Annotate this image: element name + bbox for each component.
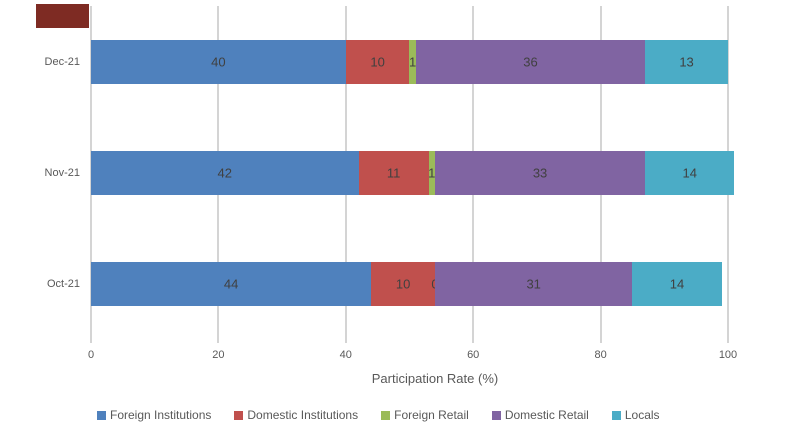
y-axis-label: Dec-21 xyxy=(44,55,80,68)
legend-label: Foreign Retail xyxy=(394,408,469,422)
y-axis-label: Oct-21 xyxy=(46,277,80,290)
bar-segment-locals: 14 xyxy=(645,150,735,195)
bar-segment-domestic-institutions: 11 xyxy=(358,150,429,195)
legend-label: Foreign Institutions xyxy=(110,408,212,422)
x-tick-label: 80 xyxy=(594,349,607,361)
x-tick-label: 60 xyxy=(467,349,480,361)
data-label: 44 xyxy=(223,276,239,291)
bar-segment-domestic-retail: 36 xyxy=(415,39,646,84)
data-label: 14 xyxy=(682,165,697,180)
legend-item-foreign-retail: Foreign Retail xyxy=(381,409,469,422)
data-label: 1 xyxy=(428,165,436,180)
bar-oct-21: 441003114 xyxy=(91,261,722,306)
legend-swatch-foreign-institutions xyxy=(97,411,106,420)
x-tick-label: 40 xyxy=(339,349,352,361)
data-label: 14 xyxy=(669,276,685,291)
data-label: 11 xyxy=(386,165,401,180)
legend-item-domestic-institutions: Domestic Institutions xyxy=(234,409,358,422)
bar-segment-domestic-institutions: 10 xyxy=(345,39,410,84)
legend: Foreign Institutions Domestic Institution… xyxy=(97,409,660,422)
bar-segment-foreign-retail: 1 xyxy=(428,150,436,195)
x-axis-title: Participation Rate (%) xyxy=(371,371,499,386)
bar-segment-foreign-institutions: 42 xyxy=(91,150,359,195)
legend-item-domestic-retail: Domestic Retail xyxy=(491,408,589,422)
data-label: 42 xyxy=(217,165,232,180)
legend-swatch-foreign-retail xyxy=(381,411,391,420)
bar-segment-locals: 13 xyxy=(645,39,728,84)
data-label: 1 xyxy=(409,54,417,69)
data-label: 31 xyxy=(526,276,541,291)
x-tick-label: 0 xyxy=(87,349,95,361)
bar-segment-foreign-retail: 1 xyxy=(409,39,417,84)
data-label: 10 xyxy=(395,276,411,291)
data-label: 13 xyxy=(679,54,694,69)
bar-segment-domestic-institutions: 10 xyxy=(371,261,435,306)
bar-segment-locals: 14 xyxy=(632,261,722,306)
data-label: 10 xyxy=(370,54,385,69)
data-label: 40 xyxy=(211,54,226,69)
bar-segment-foreign-institutions: 44 xyxy=(91,261,372,306)
x-tick-label: 100 xyxy=(718,349,738,361)
x-tick-label: 20 xyxy=(212,349,225,361)
data-label: 33 xyxy=(532,165,548,180)
legend-label: Locals xyxy=(624,408,660,422)
legend-swatch-locals xyxy=(611,411,621,420)
legend-item-locals: Locals xyxy=(611,408,660,422)
bar-segment-domestic-retail: 31 xyxy=(434,261,633,306)
red-rectangle-artifact xyxy=(36,4,89,28)
legend-item-foreign-institutions: Foreign Institutions xyxy=(97,409,211,422)
legend-label: Domestic Institutions xyxy=(247,408,359,422)
legend-swatch-domestic-institutions xyxy=(234,411,244,420)
bar-nov-21: 42 11 1 33 14 xyxy=(91,150,735,195)
data-label: 36 xyxy=(523,54,538,69)
bar-segment-foreign-institutions: 40 xyxy=(91,39,346,84)
y-axis-label: Nov-21 xyxy=(44,166,80,179)
legend-label: Domestic Retail xyxy=(504,408,589,422)
bar-dec-21: 40 10 1 36 13 xyxy=(91,39,728,84)
legend-swatch-domestic-retail xyxy=(491,411,501,420)
bar-segment-domestic-retail: 33 xyxy=(434,150,646,195)
